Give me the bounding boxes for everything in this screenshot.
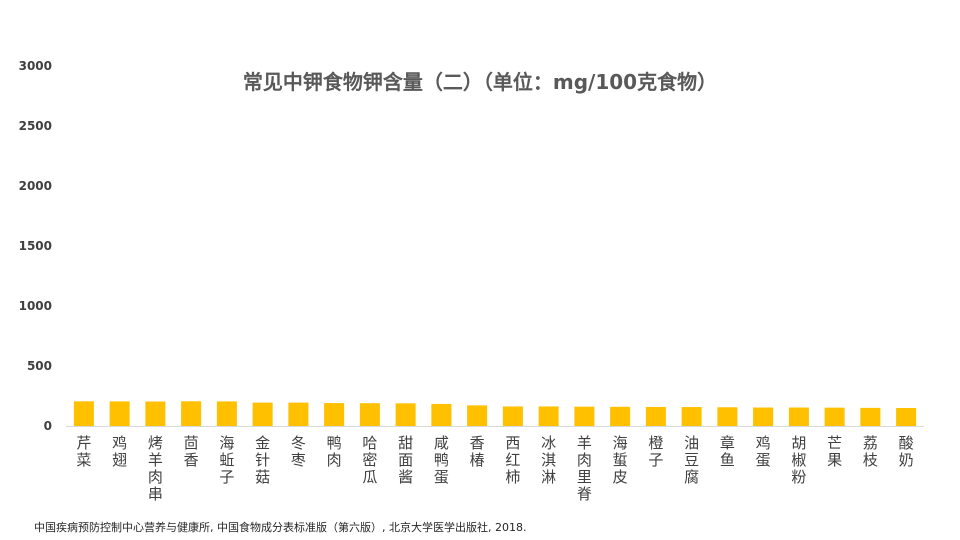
bar bbox=[645, 406, 666, 426]
bar bbox=[467, 405, 488, 426]
bar bbox=[359, 403, 380, 426]
x-tick-label: 甜面酱 bbox=[398, 434, 413, 486]
bar bbox=[788, 407, 809, 426]
x-tick-label: 油豆腐 bbox=[684, 434, 699, 486]
bar bbox=[288, 402, 309, 426]
x-tick-label: 冬枣 bbox=[291, 434, 306, 469]
x-tick-label: 海蜇皮 bbox=[613, 434, 628, 486]
x-tick-label: 西红柿 bbox=[505, 434, 520, 486]
bar bbox=[860, 407, 881, 426]
x-tick-label: 酸奶 bbox=[899, 434, 914, 469]
x-tick-label: 荔枝 bbox=[863, 434, 878, 469]
bar bbox=[824, 407, 845, 426]
x-tick-label: 茴香 bbox=[184, 434, 199, 469]
bar bbox=[538, 406, 559, 426]
y-tick-label: 2500 bbox=[19, 119, 52, 133]
y-tick-label: 500 bbox=[27, 359, 52, 373]
bar bbox=[753, 407, 774, 426]
x-tick-label: 鸡蛋 bbox=[756, 434, 771, 469]
bar bbox=[574, 406, 595, 426]
x-tick-label: 胡椒粉 bbox=[791, 434, 806, 486]
x-tick-label: 冰淇淋 bbox=[541, 434, 556, 486]
y-tick-label: 2000 bbox=[19, 179, 52, 193]
y-tick-label: 3000 bbox=[19, 59, 52, 73]
bar bbox=[252, 402, 273, 426]
x-tick-label: 羊肉里脊 bbox=[577, 434, 592, 503]
x-tick-label: 烤羊肉串 bbox=[148, 434, 163, 503]
bar bbox=[181, 401, 202, 426]
bar bbox=[717, 407, 738, 426]
x-tick-label: 橙子 bbox=[648, 434, 663, 469]
x-tick-label: 芹菜 bbox=[76, 434, 91, 469]
x-tick-label: 章鱼 bbox=[720, 434, 735, 469]
bar bbox=[502, 406, 523, 426]
bar bbox=[431, 403, 452, 426]
chart-title: 常见中钾食物钾含量（二）（单位：mg/100克食物） bbox=[242, 70, 718, 94]
bar bbox=[681, 407, 702, 426]
y-tick-label: 0 bbox=[44, 419, 52, 433]
x-tick-label: 金针菇 bbox=[255, 434, 270, 486]
x-tick-label: 海蚯子 bbox=[219, 434, 234, 486]
x-tick-label: 鸭肉 bbox=[327, 434, 342, 469]
bar bbox=[324, 403, 345, 426]
bar bbox=[109, 401, 130, 426]
bar bbox=[395, 403, 416, 426]
x-tick-label: 鸡翅 bbox=[112, 434, 127, 469]
source-citation: 中国疾病预防控制中心营养与健康所, 中国食物成分表标准版（第六版）, 北京大学医… bbox=[34, 521, 527, 534]
y-tick-label: 1000 bbox=[19, 299, 52, 313]
x-tick-label: 哈密瓜 bbox=[362, 434, 377, 486]
x-tick-label: 香椿 bbox=[470, 434, 485, 469]
x-tick-label: 芒果 bbox=[827, 434, 842, 469]
bar bbox=[216, 401, 237, 426]
bar bbox=[896, 408, 917, 426]
y-tick-label: 1500 bbox=[19, 239, 52, 253]
x-tick-label: 咸鸭蛋 bbox=[434, 434, 449, 486]
bar bbox=[145, 401, 166, 426]
bar bbox=[610, 406, 631, 426]
bar bbox=[73, 401, 94, 426]
